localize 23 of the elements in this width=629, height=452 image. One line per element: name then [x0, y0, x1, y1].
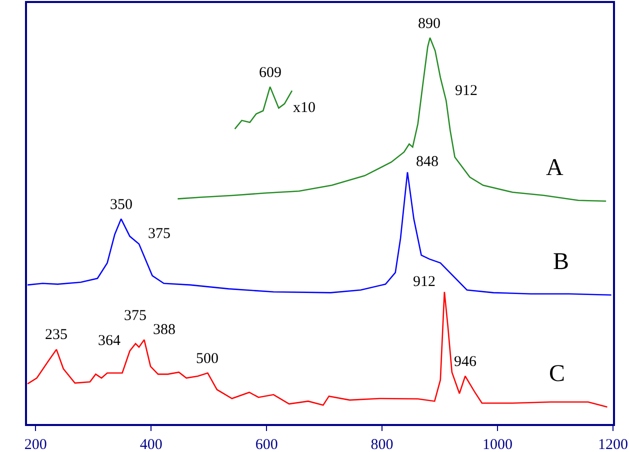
- series-label: C: [549, 361, 566, 387]
- annotation: x10: [293, 100, 316, 116]
- annotation: 848: [416, 154, 438, 170]
- annotation: 912: [413, 274, 436, 290]
- x-tick-label: 1000: [482, 437, 513, 452]
- series-label: A: [546, 155, 564, 181]
- annotation: 609: [259, 65, 282, 81]
- annotation: 375: [124, 308, 146, 324]
- annotation: 388: [153, 322, 176, 338]
- annotation: 890: [418, 16, 440, 32]
- x-tick-label: 600: [255, 437, 278, 452]
- annotation: 946: [454, 354, 477, 370]
- x-tick-label: 200: [24, 437, 47, 452]
- annotation: 235: [45, 327, 68, 343]
- series-label: B: [553, 249, 570, 275]
- annotation: 375: [148, 226, 170, 242]
- annotation: 350: [110, 197, 132, 213]
- annotation: 912: [455, 83, 478, 99]
- x-tick-label: 800: [370, 437, 394, 452]
- x-tick-label: 1200: [598, 437, 628, 452]
- annotation: 500: [196, 351, 218, 367]
- annotation: 364: [98, 333, 121, 349]
- x-tick-label: 400: [140, 437, 162, 452]
